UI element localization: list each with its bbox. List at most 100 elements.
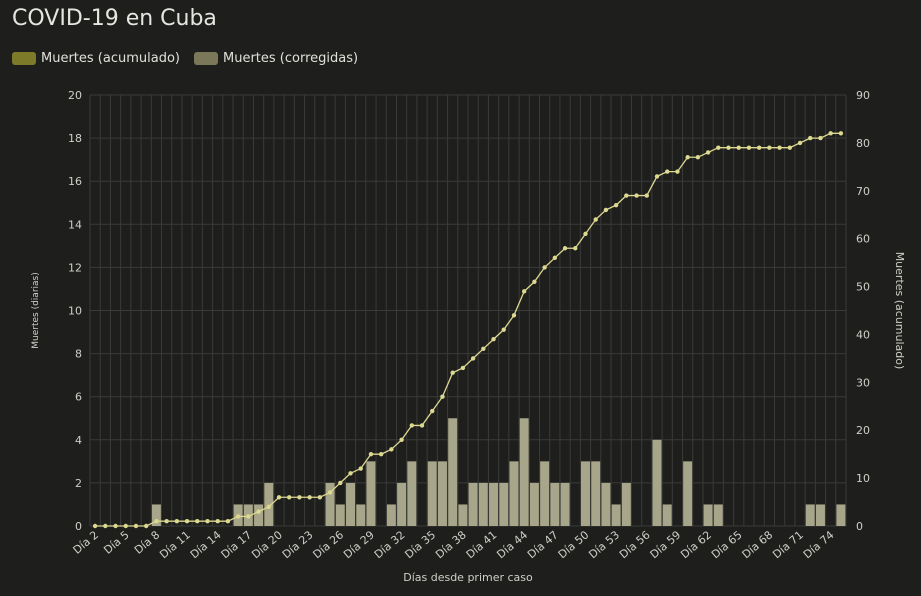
bar — [621, 482, 631, 526]
bar — [489, 482, 499, 526]
y2-tick-label: 30 — [856, 376, 870, 389]
line-point — [736, 145, 741, 150]
x-tick-label: Día 38 — [433, 528, 469, 561]
y-axis-title: Muertes (diarias) — [31, 272, 41, 348]
x-tick-label: Día 68 — [740, 528, 776, 561]
x-tick-label: Día 26 — [310, 528, 346, 561]
y2-tick-label: 50 — [856, 281, 870, 294]
bar — [346, 482, 356, 526]
x-tick-label: Día 23 — [280, 528, 316, 561]
bar — [427, 461, 437, 526]
bar — [509, 461, 519, 526]
bar — [366, 461, 376, 526]
bar — [397, 482, 407, 526]
line-point — [195, 519, 200, 524]
y-tick-label: 16 — [68, 175, 82, 188]
line-point — [399, 437, 404, 442]
line-point — [705, 150, 711, 155]
y2-tick-label: 20 — [856, 424, 870, 437]
legend-label-corrected: Muertes (corregidas) — [222, 51, 359, 66]
y2-tick-label: 0 — [856, 520, 863, 533]
line-point — [154, 519, 159, 524]
bar — [683, 461, 693, 526]
line-point — [92, 523, 98, 529]
x-tick-label: Día 41 — [464, 528, 500, 561]
bar — [550, 482, 560, 526]
line-point — [470, 356, 476, 361]
y-tick-label: 8 — [75, 348, 82, 361]
bar — [325, 482, 335, 526]
line-point — [389, 447, 394, 452]
line-point — [297, 495, 302, 500]
line-point — [787, 145, 793, 150]
y-tick-label: 10 — [68, 305, 82, 318]
bar — [805, 504, 815, 526]
bar — [448, 418, 458, 526]
line-point — [583, 231, 588, 237]
bar — [540, 461, 550, 526]
legend-item-corrected[interactable]: Muertes (corregidas) — [193, 51, 359, 66]
line-point — [675, 169, 680, 174]
bar — [499, 482, 509, 526]
line-point — [358, 466, 363, 471]
line-point — [797, 140, 803, 146]
x-tick-label: Día 53 — [586, 528, 622, 561]
y-tick-label: 0 — [75, 520, 82, 533]
line-point — [552, 255, 558, 261]
legend-swatch-corrected — [193, 52, 218, 65]
line-point — [133, 523, 139, 529]
line-point — [338, 480, 343, 486]
y2-tick-label: 40 — [856, 328, 870, 341]
y2-tick-label: 10 — [856, 472, 870, 485]
line-point — [542, 265, 547, 270]
line-point — [644, 193, 649, 198]
y-tick-label: 6 — [75, 391, 82, 404]
y-tick-label: 14 — [68, 218, 82, 231]
y-tick-label: 18 — [68, 132, 82, 145]
line-point — [481, 346, 486, 352]
y2-axis-title: Muertes (acumulado) — [893, 252, 906, 370]
line-point — [235, 514, 241, 519]
line-point — [593, 217, 598, 222]
line-point — [521, 289, 527, 294]
line-point — [430, 408, 435, 414]
line-point — [368, 451, 374, 457]
line-point — [123, 523, 128, 529]
bar — [815, 504, 825, 526]
line-point — [113, 523, 118, 529]
line-point — [511, 313, 517, 318]
x-tick-label: Día 5 — [101, 528, 131, 556]
x-tick-label: Día 71 — [770, 528, 806, 561]
line-point — [501, 327, 506, 332]
bar — [611, 504, 621, 526]
x-tick-label: Día 62 — [678, 528, 714, 561]
bar — [703, 504, 713, 526]
line-point — [685, 155, 690, 160]
x-tick-label: Día 17 — [219, 528, 255, 561]
bar — [151, 504, 161, 526]
line-point — [746, 145, 752, 150]
line-point — [716, 145, 721, 150]
line-point — [317, 495, 323, 500]
bar — [580, 461, 590, 526]
line-point — [205, 519, 210, 524]
line-point — [450, 370, 455, 375]
legend-item-cumulative[interactable]: Muertes (acumulado) — [12, 51, 180, 66]
line-point — [287, 495, 292, 500]
line-point — [276, 495, 282, 500]
line-point — [562, 246, 568, 251]
line-point — [419, 423, 425, 428]
bar — [386, 504, 396, 526]
bar — [662, 504, 672, 526]
bar — [560, 482, 570, 526]
line-point — [256, 509, 261, 514]
x-tick-label: Día 59 — [648, 528, 684, 561]
x-tick-label: Día 74 — [801, 528, 837, 561]
bar — [468, 482, 478, 526]
bar — [478, 482, 488, 526]
line-point — [532, 279, 537, 284]
y-tick-label: 12 — [68, 261, 82, 274]
chart-title: COVID-19 en Cuba — [12, 6, 217, 31]
y-tick-label: 4 — [75, 434, 82, 447]
